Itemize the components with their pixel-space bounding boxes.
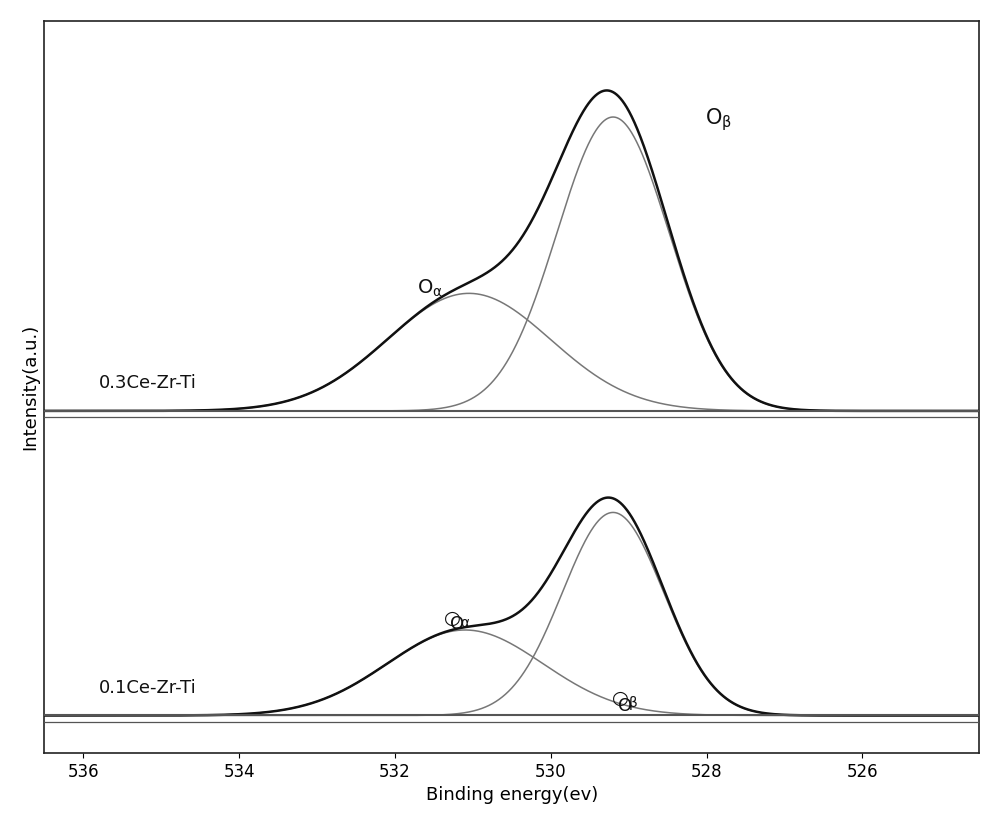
X-axis label: Binding energy(ev): Binding energy(ev)	[426, 786, 598, 804]
Text: $\bigcirc$$_\mathregular{\beta}$: $\bigcirc$$_\mathregular{\beta}$	[611, 690, 638, 713]
Text: 0.3Ce-Zr-Ti: 0.3Ce-Zr-Ti	[99, 375, 197, 392]
Y-axis label: Intensity(a.u.): Intensity(a.u.)	[21, 323, 39, 450]
Text: O$_\mathregular{\alpha}$: O$_\mathregular{\alpha}$	[417, 277, 443, 299]
Text: O: O	[450, 615, 464, 633]
Text: O$_\mathregular{\beta}$: O$_\mathregular{\beta}$	[705, 106, 732, 133]
Text: $\bigcirc$$_\mathregular{\alpha}$: $\bigcirc$$_\mathregular{\alpha}$	[443, 610, 471, 630]
Text: 0.1Ce-Zr-Ti: 0.1Ce-Zr-Ti	[99, 679, 197, 697]
Text: O: O	[618, 697, 632, 715]
